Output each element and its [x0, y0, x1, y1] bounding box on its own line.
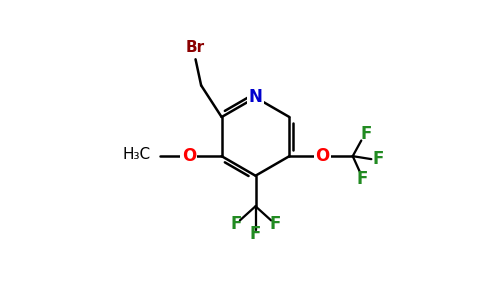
- Text: O: O: [182, 147, 196, 165]
- Text: Br: Br: [186, 40, 205, 55]
- Text: F: F: [372, 150, 384, 168]
- Text: F: F: [269, 215, 281, 233]
- Text: N: N: [249, 88, 262, 106]
- Text: F: F: [356, 170, 368, 188]
- Text: F: F: [230, 215, 242, 233]
- Text: F: F: [250, 225, 261, 243]
- Text: F: F: [360, 125, 371, 143]
- Text: H₃C: H₃C: [122, 147, 151, 162]
- Text: O: O: [315, 147, 329, 165]
